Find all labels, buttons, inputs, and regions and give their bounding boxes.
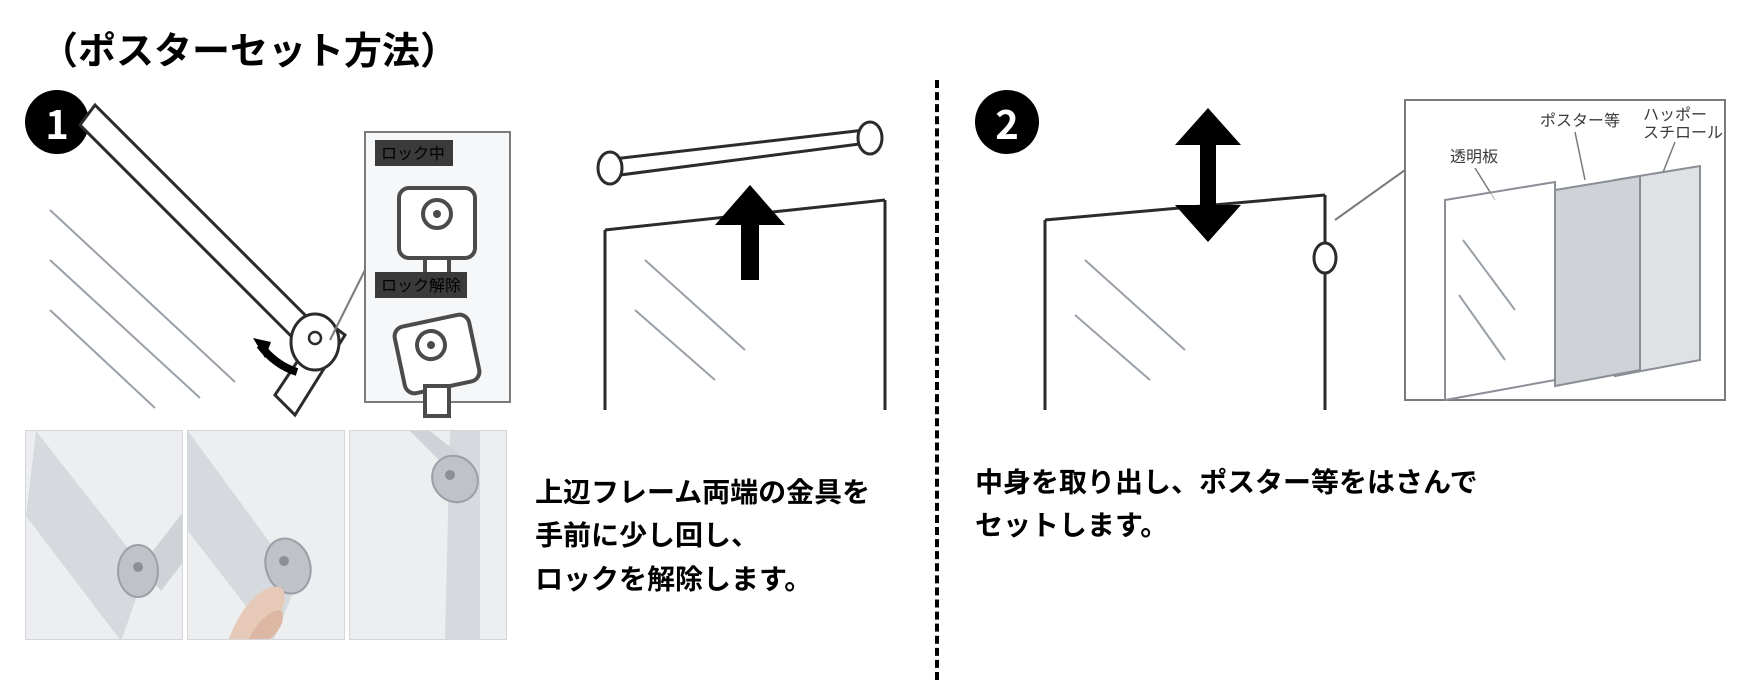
photo-3 xyxy=(349,430,507,640)
step1-caption: 上辺フレーム両端の金具を 手前に少し回し、 ロックを解除します。 xyxy=(535,470,870,600)
step2-caption-line1: 中身を取り出し、ポスター等をはさんで xyxy=(975,461,1478,501)
label-poster: ポスター等 xyxy=(1540,107,1620,131)
label-unlocked: ロック解除 xyxy=(381,272,461,296)
layer-inset: 透明板 ポスター等 ハッポー スチロール xyxy=(1335,100,1725,400)
step1-caption-line3: ロックを解除します。 xyxy=(535,558,812,598)
photo-2 xyxy=(187,430,345,640)
page-title: （ポスターセット方法） xyxy=(40,20,458,75)
frame-open-icon xyxy=(598,122,885,410)
photo-row xyxy=(25,430,507,640)
label-backing-2: スチロール xyxy=(1643,119,1723,143)
step1-diagram: ロック中 ロック解除 xyxy=(25,90,925,420)
label-locked: ロック中 xyxy=(381,140,445,164)
step1-caption-line1: 上辺フレーム両端の金具を xyxy=(535,471,870,511)
step2-caption-line2: セットします。 xyxy=(975,504,1168,544)
lock-state-inset: ロック中 ロック解除 xyxy=(330,132,510,416)
step1-caption-line2: 手前に少し回し、 xyxy=(535,514,759,554)
label-clear-sheet: 透明板 xyxy=(1450,143,1498,167)
updown-arrow-icon xyxy=(1175,108,1241,242)
section-divider xyxy=(935,80,939,680)
step2-diagram: 透明板 ポスター等 ハッポー スチロール xyxy=(975,90,1745,420)
hinge-closeup-icon xyxy=(50,105,345,415)
up-arrow-icon xyxy=(715,185,785,280)
photo-1 xyxy=(25,430,183,640)
remove-insert-icon xyxy=(1045,108,1336,410)
step2-caption: 中身を取り出し、ポスター等をはさんで セットします。 xyxy=(975,460,1478,547)
